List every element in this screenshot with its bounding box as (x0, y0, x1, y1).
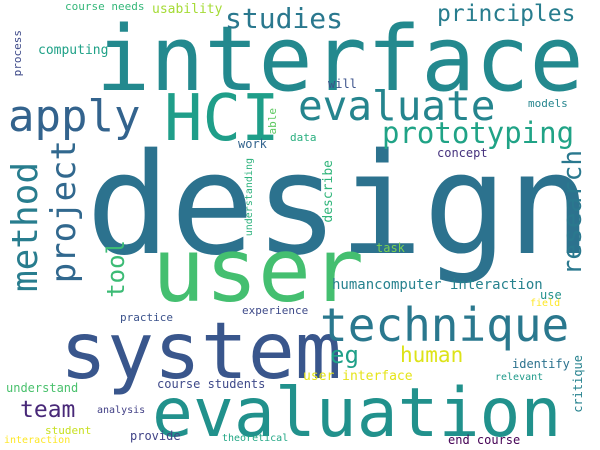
word: critique (571, 355, 585, 413)
word: use (540, 288, 562, 302)
word: interface (96, 7, 584, 112)
word: field (530, 298, 561, 309)
word: student (45, 424, 92, 437)
word: models (528, 97, 568, 110)
word: user interface (303, 369, 413, 384)
word: HCI (164, 82, 280, 156)
word: evaluation (152, 374, 562, 450)
word: will (328, 77, 357, 91)
word: course needs (65, 0, 145, 13)
word: able (266, 108, 279, 135)
word: task (376, 241, 405, 255)
word: tool (102, 240, 130, 298)
word: data (290, 131, 317, 144)
word: system (60, 307, 342, 397)
word: humancomputer interaction (332, 277, 543, 293)
word: experience (242, 304, 309, 317)
word: evaluate (298, 82, 496, 130)
word: describe (321, 160, 336, 223)
word: understanding (244, 158, 255, 237)
word: relevant (495, 372, 544, 383)
word: provide (130, 429, 181, 443)
word: method (5, 162, 46, 293)
word: computing (38, 43, 109, 58)
word: team (20, 397, 76, 423)
word: project (44, 140, 84, 284)
word: design (86, 124, 592, 287)
word: practice (120, 311, 173, 324)
word: work (238, 137, 267, 151)
word: research (558, 150, 588, 276)
word: interaction (4, 435, 71, 446)
word: principles (437, 1, 576, 27)
word: prototyping (382, 116, 575, 150)
word: technique (320, 298, 570, 352)
word: concept (437, 146, 488, 160)
word: user (152, 219, 364, 322)
word: human (400, 343, 464, 367)
word: theoretical (222, 433, 289, 444)
word: usability (152, 2, 223, 17)
word: process (11, 30, 24, 77)
word: studies (225, 2, 344, 35)
word: analysis (97, 405, 146, 416)
word: identify (512, 357, 570, 371)
word: course students (157, 377, 266, 391)
word: apply (8, 91, 141, 142)
word: understand (6, 381, 79, 395)
word: eg (330, 341, 359, 369)
word: end course (448, 433, 521, 447)
